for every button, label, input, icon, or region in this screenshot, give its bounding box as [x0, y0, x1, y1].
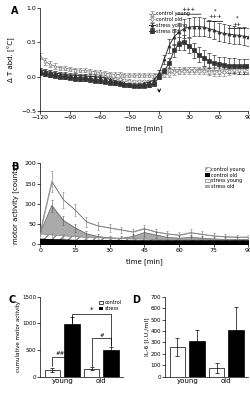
Y-axis label: motor activity [counts]: motor activity [counts]	[12, 164, 18, 244]
Bar	[228, 330, 243, 377]
Text: #: #	[99, 333, 103, 338]
Y-axis label: IL-6 [I.U./ml]: IL-6 [I.U./ml]	[144, 318, 148, 356]
X-axis label: time [min]: time [min]	[126, 126, 162, 132]
Bar	[84, 369, 99, 377]
Text: A: A	[11, 6, 18, 16]
Text: *: *	[90, 307, 93, 313]
Bar	[64, 324, 80, 377]
Text: B: B	[11, 162, 18, 172]
Bar	[188, 341, 204, 377]
Text: ###: ###	[55, 351, 69, 356]
Text: C: C	[8, 295, 16, 305]
Bar	[169, 347, 184, 377]
Bar	[44, 370, 60, 377]
Legend: control, stress: control, stress	[98, 299, 122, 312]
Text: *
++: * ++	[232, 16, 240, 26]
X-axis label: time [min]: time [min]	[126, 259, 162, 265]
Legend: control young, control old, stress young, stress old: control young, control old, stress young…	[147, 10, 190, 34]
Y-axis label: cumulative motor activity: cumulative motor activity	[16, 301, 20, 372]
Text: *
+++: * +++	[207, 8, 221, 19]
Bar	[208, 368, 224, 377]
Legend: control young, control old, stress young, stress old: control young, control old, stress young…	[204, 166, 245, 190]
Text: +++: +++	[181, 7, 195, 12]
Y-axis label: Δ T abd. [°C]: Δ T abd. [°C]	[8, 37, 16, 82]
Bar	[103, 350, 118, 377]
Text: D: D	[131, 295, 139, 305]
